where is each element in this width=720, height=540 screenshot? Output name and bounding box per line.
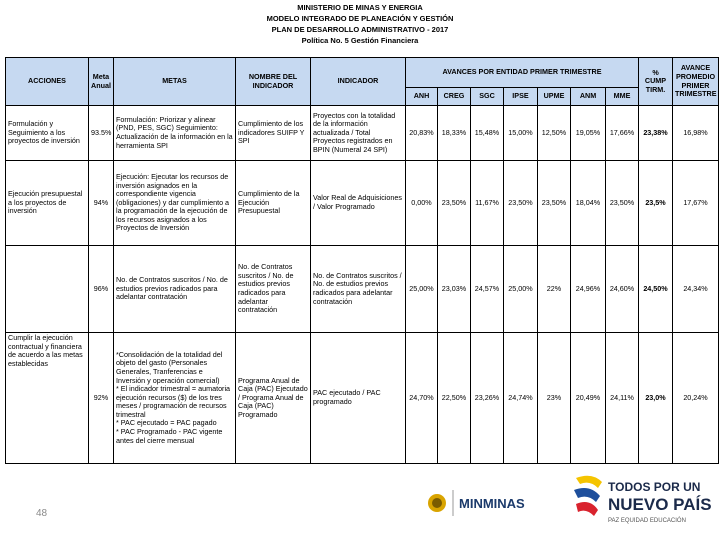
- avance-cell: 23,26%: [470, 332, 504, 464]
- group-header: AVANCES POR ENTIDAD PRIMER TRIMESTRE: [404, 57, 640, 88]
- logo-line2: NUEVO PAÍS: [608, 495, 712, 514]
- avance-cell: 24,74%: [503, 332, 538, 464]
- promedio-cell: 20,24%: [672, 332, 720, 464]
- avance-cell: 12,50%: [537, 105, 571, 161]
- cump-cell: 23,5%: [638, 160, 674, 246]
- column-header: NOMBRE DEL INDICADOR: [235, 57, 311, 106]
- logo-line1: TODOS POR UN: [608, 480, 700, 494]
- header-row: ACCIONES Meta Anual METAS NOMBRE DEL INDICA…: [5, 57, 720, 106]
- column-header: Meta Anual: [88, 57, 114, 106]
- avance-cell: 24,57%: [470, 245, 504, 333]
- avance-cell: 23%: [537, 332, 571, 464]
- header-line: Política No. 5 Gestión Financiera: [301, 36, 419, 45]
- accion-cell: Ejecución presupuestal a los proyectos d…: [5, 160, 89, 246]
- avance-cell: 23,50%: [503, 160, 538, 246]
- indicador-cell: Valor Real de Adquisiciones / Valor Prog…: [310, 160, 406, 246]
- avance-cell: 24,11%: [604, 332, 640, 464]
- entity-header: ANM: [570, 87, 606, 106]
- meta-cell: 93.5%: [88, 105, 114, 161]
- avance-cell: 11,67%: [470, 160, 504, 246]
- accion-cell: Formulación y Seguimiento a los proyecto…: [5, 105, 89, 161]
- accion-cell: [5, 245, 89, 333]
- column-header: ACCIONES: [5, 57, 89, 106]
- metas-cell: No. de Contratos suscritos / No. de estu…: [113, 245, 236, 333]
- cump-cell: 23,38%: [638, 105, 674, 161]
- entity-header: ANH: [405, 87, 438, 106]
- entity-header: UPME: [537, 87, 571, 106]
- page-number: 48: [36, 508, 48, 519]
- avance-cell: 18,33%: [437, 105, 471, 161]
- avance-cell: 17,66%: [604, 105, 640, 161]
- avance-cell: 15,00%: [503, 105, 538, 161]
- avance-cell: 18,04%: [570, 160, 606, 246]
- avance-cell: 22,50%: [437, 332, 471, 464]
- meta-cell: 92%: [88, 332, 114, 464]
- avance-cell: 25,00%: [503, 245, 538, 333]
- promedio-cell: 24,34%: [672, 245, 720, 333]
- promedio-cell: 17,67%: [672, 160, 720, 246]
- avance-cell: 23,50%: [537, 160, 571, 246]
- avance-cell: 15,48%: [470, 105, 504, 161]
- avance-cell: 0,00%: [405, 160, 438, 246]
- indicador-cell: PAC ejecutado / PAC programado: [310, 332, 406, 464]
- cump-cell: 23,0%: [638, 332, 674, 464]
- nombre-cell: No. de Contratos suscritos / No. de estu…: [235, 245, 311, 333]
- nombre-cell: Programa Anual de Caja (PAC) Ejecutado /…: [235, 332, 311, 464]
- entity-header: MME: [604, 87, 640, 106]
- avance-cell: 24,60%: [604, 245, 640, 333]
- entity-header: CREG: [437, 87, 471, 106]
- meta-cell: 94%: [88, 160, 114, 246]
- metas-cell: Ejecución: Ejecutar los recursos de inve…: [113, 160, 236, 246]
- table-row: Formulación y Seguimiento a los proyecto…: [5, 105, 720, 161]
- avance-cell: 24,96%: [570, 245, 606, 333]
- header-line: MODELO INTEGRADO DE PLANEACIÓN Y GESTIÓN: [266, 14, 454, 23]
- column-header: INDICADOR: [310, 57, 406, 106]
- gobierno-logo: TODOS POR UN NUEVO PAÍS PAZ EQUIDAD EDUC…: [574, 475, 712, 524]
- avance-cell: 25,00%: [405, 245, 438, 333]
- avance-cell: 20,83%: [405, 105, 438, 161]
- emblem-inner: [432, 498, 442, 508]
- avance-cell: 23,03%: [437, 245, 471, 333]
- column-header: METAS: [113, 57, 236, 106]
- avance-cell: 24,70%: [405, 332, 438, 464]
- meta-cell: 96%: [88, 245, 114, 333]
- swoosh-yellow: [576, 475, 602, 488]
- indicador-cell: No. de Contratos suscritos / No. de estu…: [310, 245, 406, 333]
- avance-cell: 23,50%: [604, 160, 640, 246]
- avance-cell: 23,50%: [437, 160, 471, 246]
- column-header: AVANCE PROMEDIO PRIMER TRIMESTRE: [672, 57, 720, 106]
- header: MINISTERIO DE MINAS Y ENERGIA MODELO INTE…: [0, 2, 720, 46]
- metas-cell: *Consolidación de la totalidad del objet…: [113, 332, 236, 464]
- accion-cell: Cumplir la ejecución contractual y finan…: [5, 332, 89, 464]
- avance-cell: 20,49%: [570, 332, 606, 464]
- cump-cell: 24,50%: [638, 245, 674, 333]
- header-line: PLAN DE DESARROLLO ADMINISTRATIVO - 2017: [271, 25, 449, 34]
- table-row: Cumplir la ejecución contractual y finan…: [5, 332, 720, 464]
- logo-text: MINMINAS: [459, 496, 525, 511]
- avance-cell: 19,05%: [570, 105, 606, 161]
- swoosh-blue: [574, 488, 600, 502]
- promedio-cell: 16,98%: [672, 105, 720, 161]
- table-row: 96% No. de Contratos suscritos / No. de e…: [5, 245, 720, 333]
- logo-line3: PAZ EQUIDAD EDUCACIÓN: [608, 517, 686, 524]
- table: ACCIONES Meta Anual METAS NOMBRE DEL INDICA…: [5, 57, 720, 464]
- indicador-cell: Proyectos con la totalidad de la informa…: [310, 105, 406, 161]
- metas-cell: Formulación: Priorizar y alinear (PND, P…: [113, 105, 236, 161]
- avance-cell: 22%: [537, 245, 571, 333]
- header-line: MINISTERIO DE MINAS Y ENERGIA: [297, 3, 423, 12]
- nombre-cell: Cumplimiento de los indicadores SUIFP Y …: [235, 105, 311, 161]
- minminas-logo: MINMINAS: [428, 490, 525, 516]
- entity-header: SGC: [470, 87, 504, 106]
- table-row: Ejecución presupuestal a los proyectos d…: [5, 160, 720, 246]
- nombre-cell: Cumplimiento de la Ejecución Presupuesta…: [235, 160, 311, 246]
- column-header: % CUMP TIRM.: [638, 57, 674, 106]
- entity-header: IPSE: [503, 87, 538, 106]
- swoosh-red: [576, 502, 598, 516]
